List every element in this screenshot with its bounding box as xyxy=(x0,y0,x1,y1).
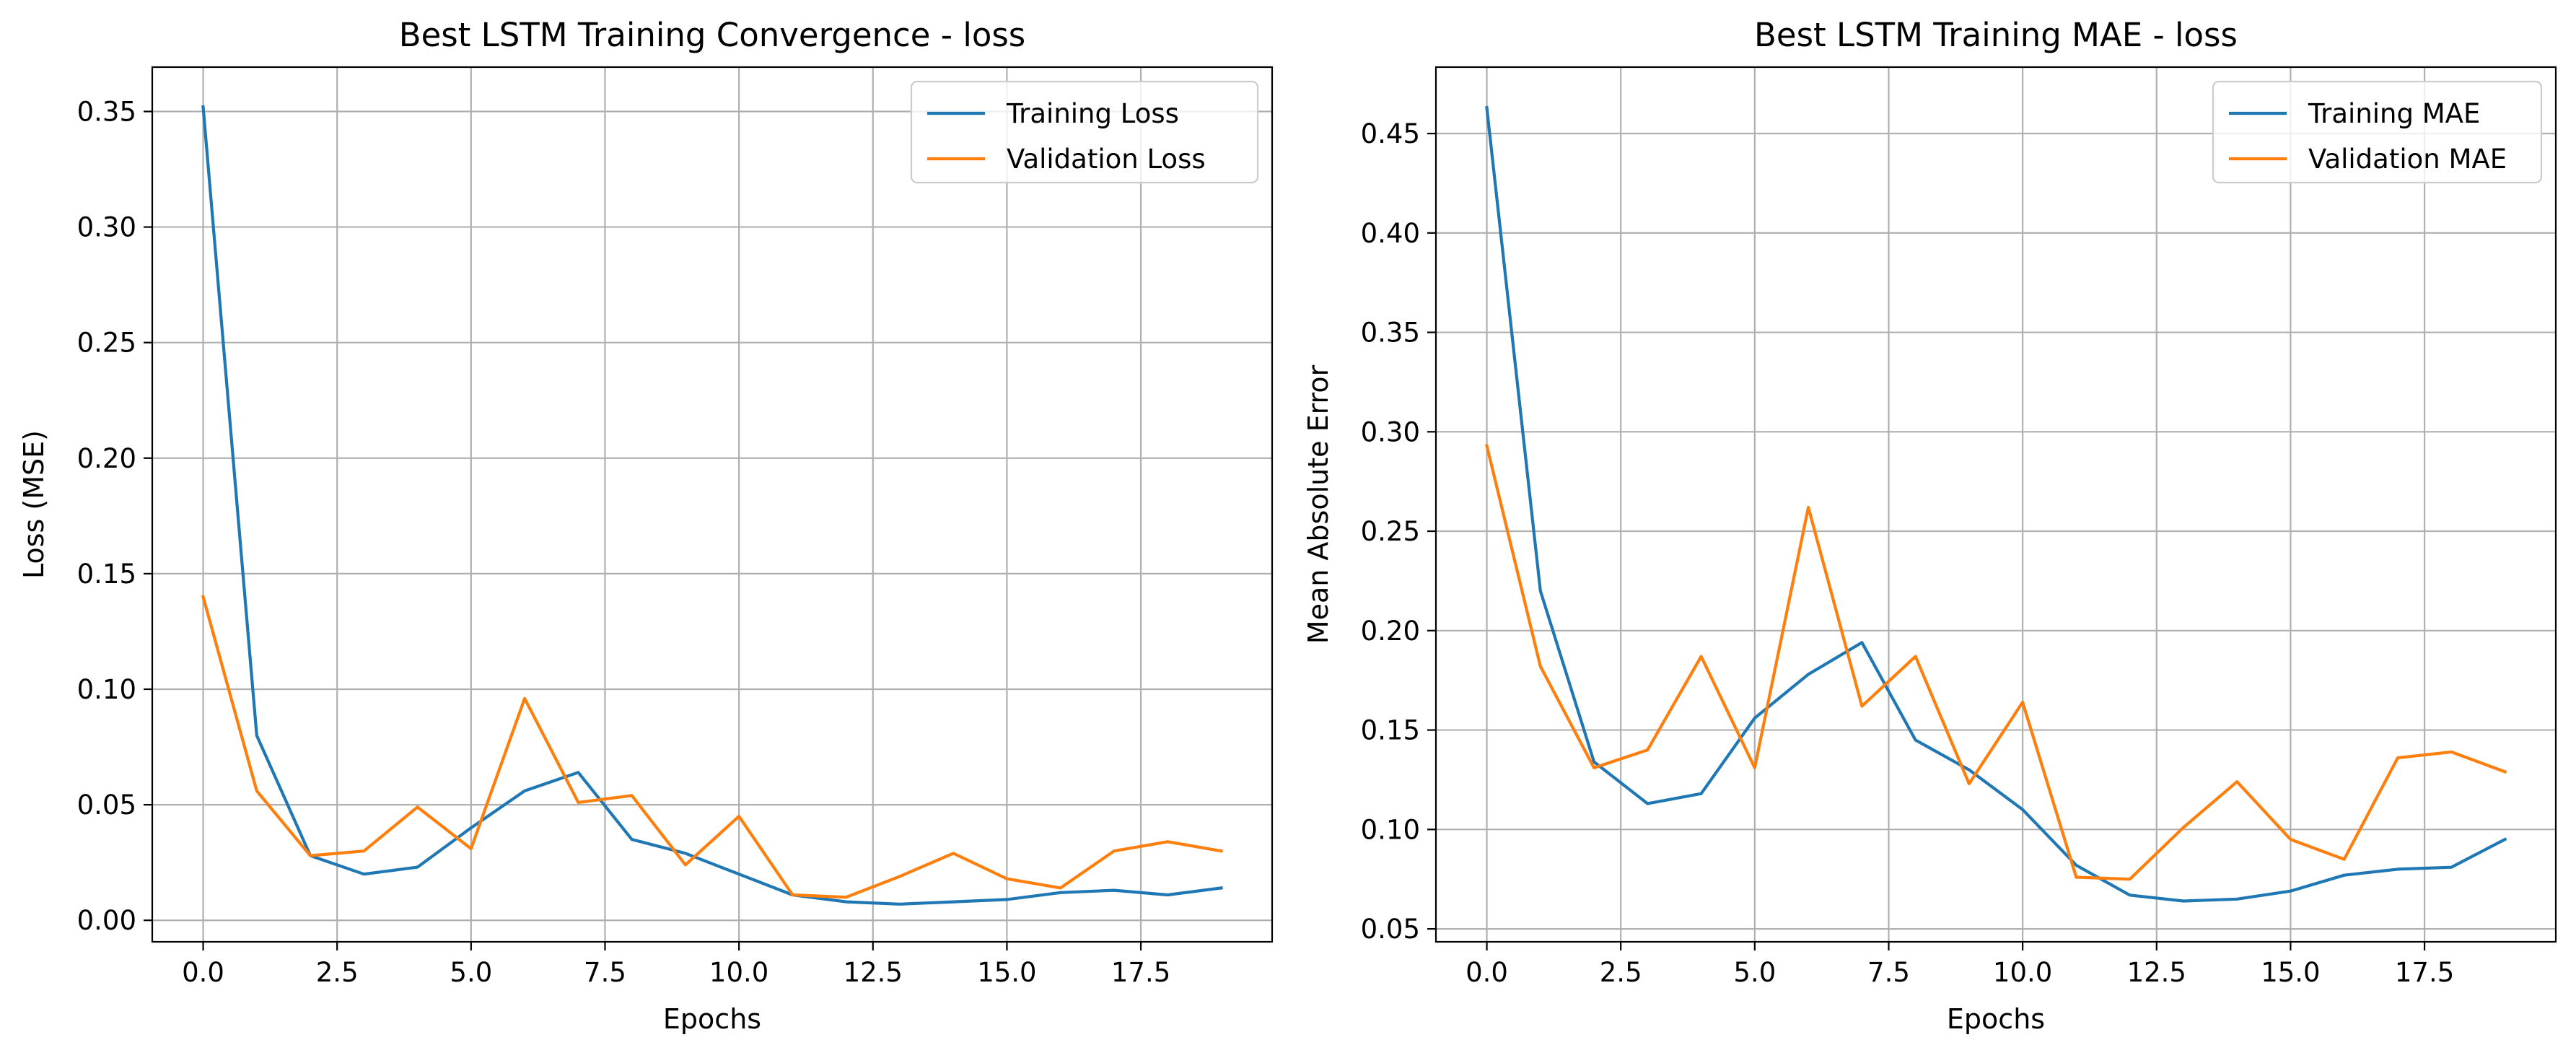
legend: Training MAE Validation MAE xyxy=(2212,80,2543,184)
x-tick-label: 15.0 xyxy=(2261,957,2320,988)
y-tick-label: 0.40 xyxy=(1361,218,1420,249)
x-tick-label: 17.5 xyxy=(2395,957,2454,988)
x-tick-label: 2.5 xyxy=(1600,957,1642,988)
x-tick-label: 5.0 xyxy=(450,957,492,988)
chart-title: Best LSTM Training Convergence - loss xyxy=(399,16,1026,54)
legend-entry: Training MAE xyxy=(2308,98,2480,129)
y-tick-label: 0.20 xyxy=(77,443,136,474)
legend-entry: Validation Loss xyxy=(1007,144,1206,175)
x-axis-label: Epochs xyxy=(1947,1003,2045,1035)
x-tick-label: 10.0 xyxy=(709,957,768,988)
y-tick-label: 0.15 xyxy=(1361,715,1420,746)
x-tick-label: 7.5 xyxy=(584,957,626,988)
legend-entry: Validation MAE xyxy=(2308,144,2507,175)
y-tick-label: 0.25 xyxy=(77,328,136,359)
y-tick-label: 0.45 xyxy=(1361,118,1420,149)
y-axis-label: Mean Absolute Error xyxy=(1302,364,1334,644)
y-tick-label: 0.00 xyxy=(77,905,136,936)
legend: Training Loss Validation Loss xyxy=(910,80,1259,184)
y-tick-label: 0.15 xyxy=(77,559,136,590)
chart-panel-2: 0.0 2.5 5.0 7.5 10.0 12.5 15.0 17.5 0.05 0.10 0.15… xyxy=(1302,16,2557,1035)
x-tick-label: 7.5 xyxy=(1867,957,1910,988)
y-axis-label: Loss (MSE) xyxy=(18,430,50,579)
y-tick-label: 0.10 xyxy=(1361,814,1420,845)
series-line-training xyxy=(1485,105,2507,903)
x-tick-label: 10.0 xyxy=(1993,957,2052,988)
series-line-validation xyxy=(201,595,1223,899)
y-tick-label: 0.35 xyxy=(77,96,136,127)
y-tick-label: 0.35 xyxy=(1361,318,1420,349)
y-tick-label: 0.05 xyxy=(77,790,136,821)
x-tick-label: 2.5 xyxy=(316,957,359,988)
x-tick-label: 12.5 xyxy=(844,957,903,988)
y-tick-label: 0.30 xyxy=(77,212,136,243)
x-axis-label: Epochs xyxy=(663,1003,761,1035)
x-tick-label: 5.0 xyxy=(1733,957,1776,988)
axes-frame xyxy=(1434,66,2557,943)
x-tick-label: 12.5 xyxy=(2127,957,2186,988)
x-tick-label: 0.0 xyxy=(1466,957,1508,988)
x-tick-label: 15.0 xyxy=(977,957,1036,988)
legend-box xyxy=(910,80,1259,184)
y-tick-label: 0.20 xyxy=(1361,616,1420,647)
chart-panel-1: 0.0 2.5 5.0 7.5 10.0 12.5 15.0 17.5 0.00 0.05 0.10… xyxy=(18,16,1274,1035)
axes-frame xyxy=(151,66,1274,943)
chart-title: Best LSTM Training MAE - loss xyxy=(1754,16,2238,54)
legend-box xyxy=(2212,80,2543,184)
y-tick-label: 0.10 xyxy=(77,674,136,705)
legend-entry: Training Loss xyxy=(1006,98,1179,129)
x-tick-label: 17.5 xyxy=(1111,957,1170,988)
series-line-training xyxy=(201,105,1223,906)
series-line-validation xyxy=(1484,444,2507,881)
y-tick-label: 0.30 xyxy=(1361,416,1420,447)
y-tick-label: 0.05 xyxy=(1361,914,1420,945)
x-tick-label: 0.0 xyxy=(182,957,224,988)
y-tick-label: 0.25 xyxy=(1361,516,1420,547)
